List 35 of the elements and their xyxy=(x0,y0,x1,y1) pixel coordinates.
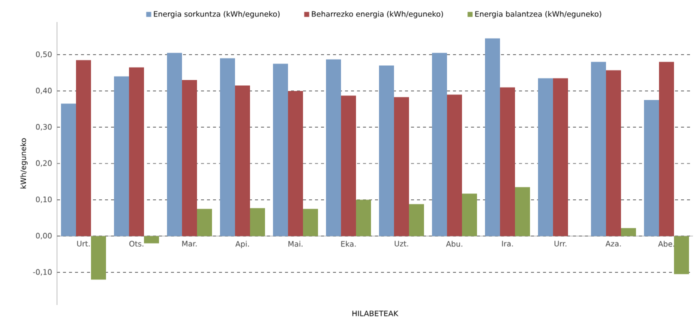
bar xyxy=(379,66,394,236)
bar xyxy=(447,94,462,236)
bar xyxy=(326,59,342,236)
bar xyxy=(553,78,568,236)
bar xyxy=(485,38,500,236)
bar xyxy=(591,62,606,236)
bar xyxy=(220,58,236,236)
bar xyxy=(644,100,660,236)
bar xyxy=(235,86,250,236)
bar xyxy=(500,87,516,236)
bar xyxy=(91,236,106,280)
bar xyxy=(409,204,424,236)
bar xyxy=(144,236,160,244)
bar xyxy=(432,52,448,236)
bar xyxy=(659,62,674,236)
bar xyxy=(288,90,304,236)
bar xyxy=(129,67,144,236)
bar xyxy=(606,70,622,236)
bar xyxy=(273,64,288,236)
bar xyxy=(462,194,478,236)
bar xyxy=(674,236,690,274)
bar xyxy=(394,97,410,236)
bar xyxy=(182,80,198,236)
bar xyxy=(303,208,318,236)
bar xyxy=(341,96,356,236)
bar xyxy=(114,76,130,236)
bar xyxy=(76,60,92,236)
bar xyxy=(197,208,212,236)
bar xyxy=(515,187,530,236)
bar xyxy=(167,52,182,236)
bar xyxy=(61,104,76,236)
bar xyxy=(621,228,636,236)
bar xyxy=(538,78,554,236)
bar xyxy=(250,208,266,236)
bar xyxy=(356,200,372,236)
